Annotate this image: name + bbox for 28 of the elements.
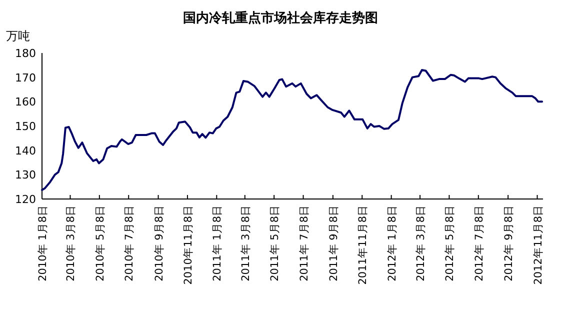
x-tick-label: 2010年 1月8日 <box>37 205 49 282</box>
y-axis-title: 万吨 <box>6 29 30 43</box>
x-tick-label: 2011年11月8日 <box>357 205 370 285</box>
x-tick-label: 2012年 3月8日 <box>415 205 428 282</box>
x-tick-label: 2012年11月8日 <box>532 205 544 285</box>
x-tick-label: 2012年 5月8日 <box>444 205 456 282</box>
x-tick-label: 2012年 7月8日 <box>473 205 486 282</box>
y-tick-label: 150 <box>15 120 36 133</box>
x-tick-label: 2010年 7月8日 <box>124 205 136 282</box>
y-tick-label: 170 <box>15 71 36 84</box>
y-tick-label: 140 <box>15 144 36 158</box>
x-tick-label: 2012年 1月8日 <box>386 205 398 282</box>
y-tick-label: 130 <box>15 168 36 182</box>
x-tick-label: 2011年 3月8日 <box>240 205 252 282</box>
x-tick-label: 2010年 3月8日 <box>65 205 78 282</box>
line-series <box>41 69 544 191</box>
x-tick-label: 2011年 1月8日 <box>212 205 224 282</box>
x-tick-label: 2011年 7月8日 <box>298 205 310 282</box>
x-tick-label: 2012年 9月8日 <box>503 205 516 282</box>
x-tick-label: 2010年 5月8日 <box>94 205 106 282</box>
y-tick-label: 180 <box>15 47 36 60</box>
chart-title: 国内冷轧重点市场社会库存走势图 <box>183 10 378 26</box>
x-tick-label: 2010年11月8日 <box>182 205 194 285</box>
x-tick-label: 2011年 9月8日 <box>328 205 340 282</box>
x-tick-label: 2010年 9月8日 <box>153 205 166 282</box>
y-tick-label: 160 <box>15 96 36 109</box>
y-tick-label: 120 <box>15 193 36 206</box>
x-tick-label: 2011年 5月8日 <box>269 205 282 282</box>
